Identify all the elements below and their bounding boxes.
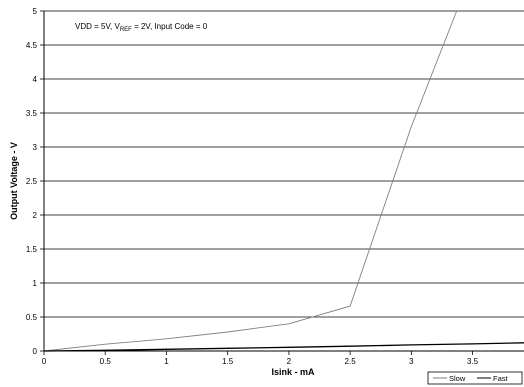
gridlines [44,10,524,318]
y-tick-label: 0.5 [26,313,38,322]
annotation-text-before: VDD = 5V, V [75,22,121,31]
annotation-subscript: REF [120,27,132,33]
series-line-slow [43,10,458,352]
y-tick-labels: 0 0.5 1 1.5 2 2.5 3 3.5 4 4.5 5 [26,7,38,356]
y-tick-label: 2 [33,211,38,220]
x-tick-label: 1 [164,357,169,366]
x-tick-label: 2 [287,357,292,366]
x-tick-labels: 0 0.5 1 1.5 2 2.5 3 3.5 [42,357,479,366]
y-tick-label: 5 [33,7,38,16]
chart-annotation: VDD = 5V, VREF = 2V, Input Code = 0 [75,22,208,33]
legend-label-slow: Slow [449,374,466,383]
x-tick-label: 0.5 [100,357,112,366]
y-tick-label: 0 [33,347,38,356]
y-tick-label: 4.5 [26,41,38,50]
legend-label-fast: Fast [493,374,509,383]
series-lines [43,10,524,352]
x-tick-label: 0 [42,357,47,366]
y-tick-label: 1.5 [26,245,38,254]
x-tick-label: 1.5 [222,357,234,366]
x-tick-label: 3.5 [467,357,479,366]
x-tick-label: 2.5 [345,357,357,366]
x-tick-label: 3 [409,357,414,366]
legend: Slow Fast [427,371,523,385]
y-tick-label: 3.5 [26,109,38,118]
axes [40,10,524,355]
y-axis-title: Output Voltage - V [9,142,19,220]
y-tick-label: 1 [33,279,38,288]
x-axis-title: Isink - mA [271,367,315,377]
legend-box [427,371,523,385]
annotation-text-after: = 2V, Input Code = 0 [132,22,208,31]
series-line-fast [43,342,524,352]
y-tick-label: 4 [33,75,38,84]
y-tick-label: 2.5 [26,177,38,186]
y-tick-label: 3 [33,143,38,152]
